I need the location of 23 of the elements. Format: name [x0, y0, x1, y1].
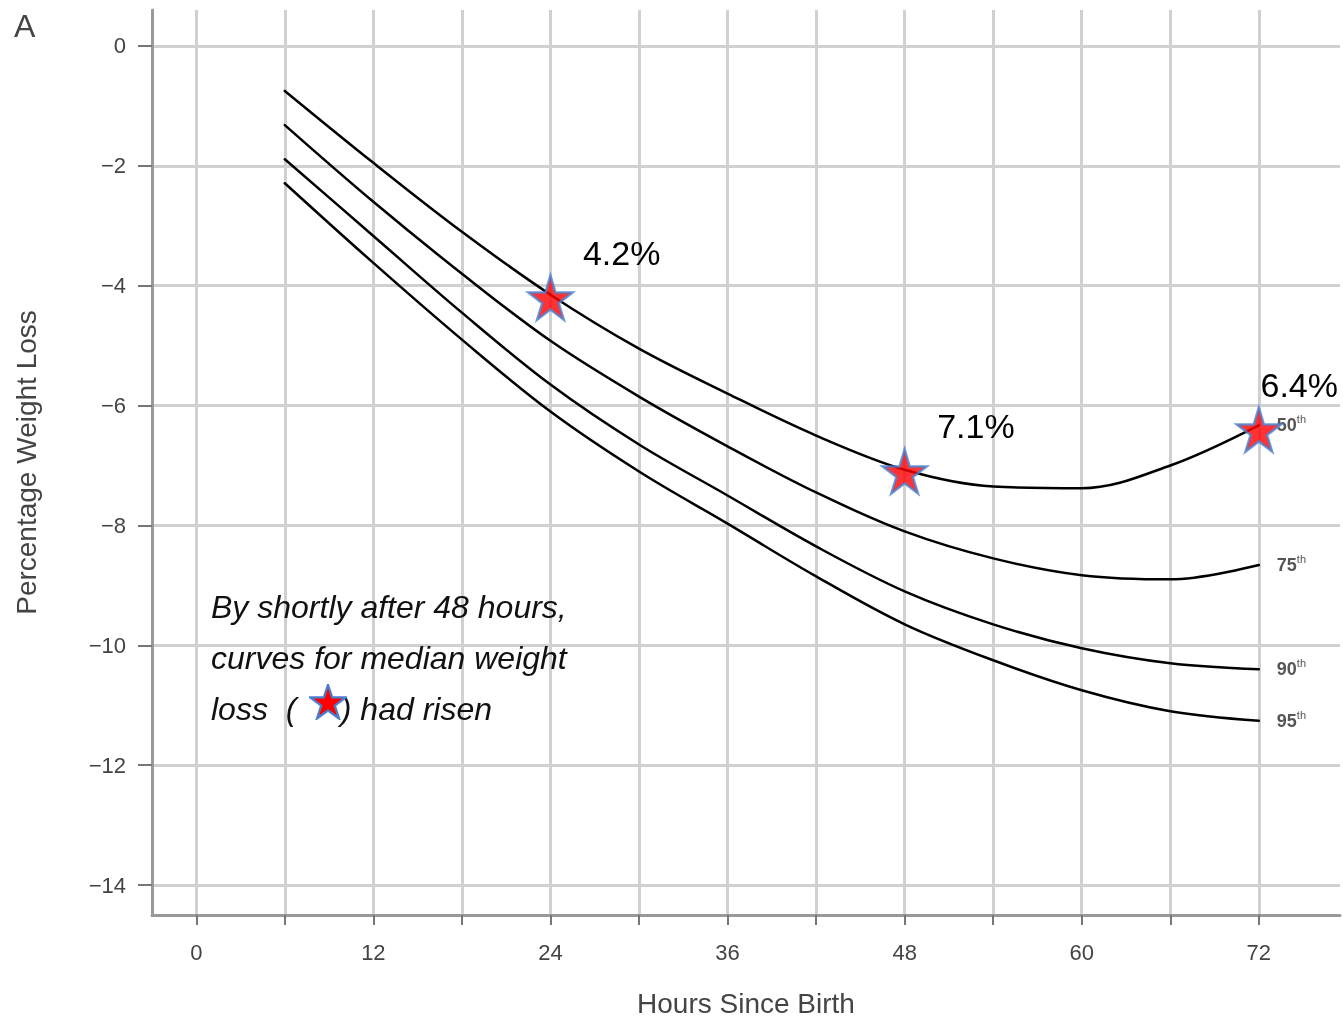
y-tick-label: −14	[88, 872, 126, 898]
annotation: 4.2%	[582, 233, 661, 272]
x-tick-label: 24	[538, 939, 563, 965]
y-tick-label: −2	[100, 153, 126, 179]
y-axis-title: Percentage Weight Loss	[10, 310, 42, 615]
y-tick-label: −6	[100, 393, 126, 419]
x-tick-label: 36	[715, 939, 740, 965]
x-tick-label: 12	[361, 939, 386, 965]
x-tick-label: 0	[190, 939, 203, 965]
x-tick-label: 60	[1069, 939, 1094, 965]
y-tick-label: 0	[113, 33, 126, 59]
x-axis-title: Hours Since Birth	[637, 987, 855, 1019]
annotation: By shortly after 48 hours, curves for median weight loss ( ) had risen	[211, 588, 567, 729]
y-tick-label: −10	[88, 632, 126, 658]
y-tick-label: −8	[100, 512, 126, 538]
x-tick-label: 72	[1246, 939, 1272, 965]
annotation: 6.4%	[1260, 365, 1338, 404]
y-tick-label: −4	[100, 273, 126, 299]
x-tick-label: 48	[892, 939, 917, 965]
y-tick-label: −12	[88, 752, 126, 778]
line-series	[283, 123, 1261, 581]
text: A	[14, 8, 36, 45]
annotation: 7.1%	[937, 407, 1015, 446]
